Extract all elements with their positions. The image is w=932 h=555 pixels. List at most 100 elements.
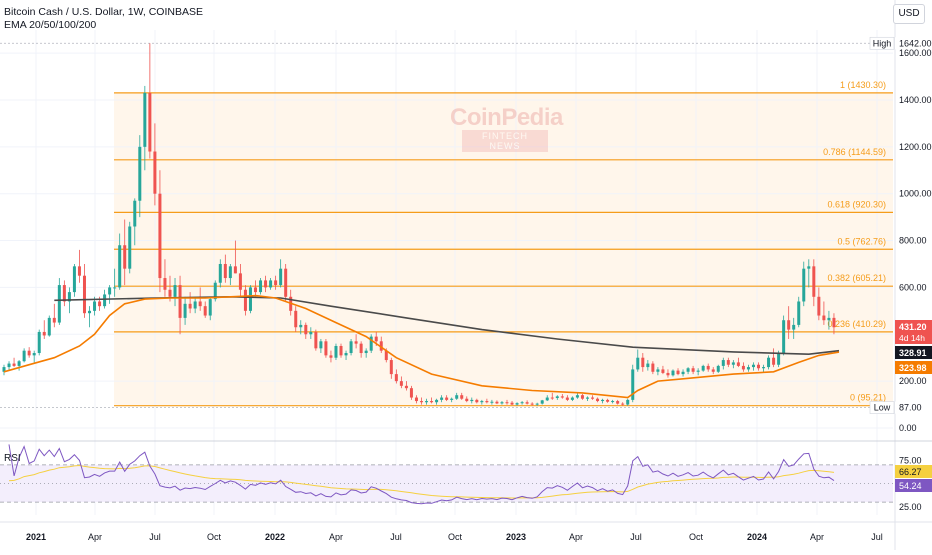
symbol-title[interactable]: Bitcoin Cash / U.S. Dollar, 1W, COINBASE [4,6,203,18]
candle-body [213,282,217,300]
candle-body [555,396,559,399]
candle-body [218,263,222,283]
candle-body [591,397,595,399]
candle-body [103,294,107,307]
candle-body [334,345,338,358]
indicator-label[interactable]: EMA 20/50/100/200 [4,19,97,31]
fib-label: 0.618 (920.30) [827,199,886,209]
candle-body [384,350,388,361]
candle-body [369,336,373,351]
candle-body [736,362,740,366]
candle-body [233,266,237,274]
y-tick-label: 1000.00 [899,189,932,199]
watermark-tag: FINTECH NEWS [462,130,548,152]
x-tick-label: Jul [390,532,402,542]
candle-body [525,402,529,404]
candle-body [726,360,730,365]
candle-body [741,365,745,370]
candle-body [113,287,117,289]
candle-body [42,331,46,336]
candle-body [545,397,549,401]
low-label-box [869,401,895,414]
fib-label: 1 (1430.30) [840,80,886,90]
candle-body [641,357,645,368]
candle-body [72,266,76,293]
low-value: 87.00 [899,403,922,413]
x-tick-label: Oct [689,532,704,542]
candle-body [158,193,162,279]
candle-body [530,403,534,405]
x-tick-label: 2022 [265,532,285,542]
x-tick-label: Jul [630,532,642,542]
candle-body [12,363,16,366]
candle-body [148,92,152,152]
candle-body [128,226,132,269]
candle-body [751,364,755,368]
candle-body [389,360,393,375]
candle-body [123,245,127,269]
candle-body [510,402,514,405]
candle-body [399,381,403,386]
candle-body [696,370,700,372]
candle-body [32,353,36,356]
candle-body [193,301,197,309]
candle-body [414,397,418,402]
high-label-box [869,36,895,50]
y-tick-label: 200.00 [899,376,927,386]
candle-body [409,388,413,398]
ema-50-line [3,294,840,399]
y-tick-label: 1400.00 [899,95,932,105]
candle-body [374,336,378,342]
candle-body [731,362,735,365]
candle-body [631,369,635,400]
candle-body [515,403,519,405]
candle-body [344,353,348,356]
currency-button[interactable]: USD [893,4,925,24]
candle-body [435,399,439,403]
candle-body [480,401,484,403]
candles-group [2,43,836,406]
candle-body [364,350,368,354]
candle-body [716,365,720,372]
candle-body [621,403,625,405]
candle-body [661,369,665,373]
high-value: 1642.00 [899,38,932,48]
rsi-label[interactable]: RSI [4,453,21,464]
candle-body [243,289,247,311]
candle-body [314,331,318,349]
candle-body [228,266,232,279]
candle-body [585,397,589,399]
candle-body [47,317,51,336]
candle-body [686,368,690,372]
rsi-line [8,444,835,505]
candle-body [248,287,252,311]
candle-body [570,397,574,400]
candle-body [198,301,202,307]
candle-body [445,397,449,400]
candle-body [254,287,257,293]
x-tick-label: Oct [448,532,463,542]
candle-body [460,395,464,399]
fib-label: 0.236 (410.29) [827,319,886,329]
candle-body [274,280,278,286]
candle-body [108,287,112,295]
candle-body [178,285,182,318]
price-axis [895,0,932,550]
candle-body [88,310,92,314]
rsi-tick-label: 75.00 [899,455,922,465]
candle-body [138,146,142,201]
candle-body [757,364,760,369]
candle-body [394,374,398,382]
candle-body [52,317,56,323]
candle-body [767,357,771,368]
candle-body [455,395,459,399]
candle-body [495,401,499,404]
candle-body [616,401,620,404]
candle-body [550,397,554,399]
candle-body [188,303,192,309]
candle-body [792,324,796,330]
candle-body [299,324,303,328]
candle-body [807,266,811,269]
